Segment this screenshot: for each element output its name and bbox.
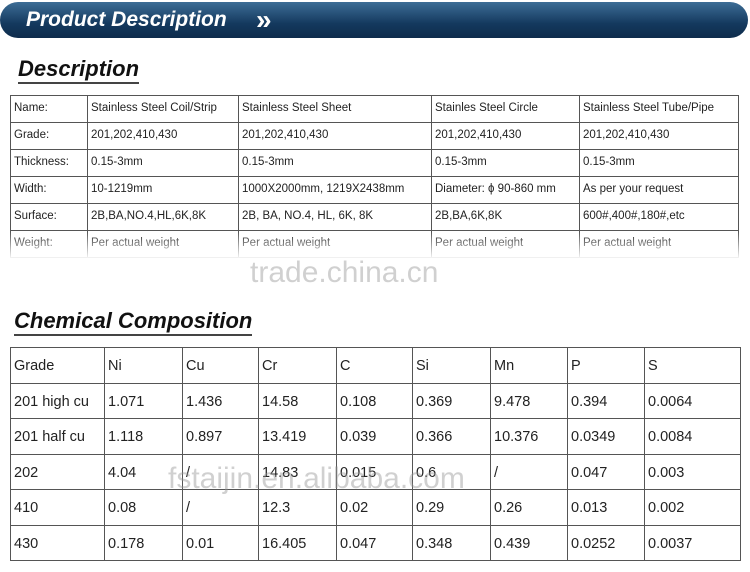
- table-cell: 0.15-3mm: [238, 149, 432, 177]
- banner-title: Product Description: [26, 8, 227, 31]
- table-cell: 2B, BA, NO.4, HL, 6K, 8K: [238, 203, 432, 231]
- table-cell: 0.369: [412, 382, 491, 419]
- table-cell: 0.047: [336, 524, 413, 561]
- table-cell: 201 high cu: [10, 382, 105, 419]
- table-cell: Cu: [182, 347, 259, 384]
- table-cell: Diameter: ϕ 90-860 mm: [431, 176, 580, 204]
- section-heading: Chemical Composition: [14, 308, 253, 336]
- table-cell: 9.478: [490, 382, 568, 419]
- table-cell: 0.439: [490, 524, 568, 561]
- table-cell: 0.013: [567, 489, 645, 526]
- table-cell: 0.6: [412, 453, 491, 490]
- table-cell: 0.366: [412, 418, 491, 455]
- table-cell: 0.015: [336, 453, 413, 490]
- table-cell: 0.0252: [567, 524, 645, 561]
- table-cell: 0.002: [644, 489, 741, 526]
- table-cell: /: [182, 453, 259, 490]
- table-cell: 0.0349: [567, 418, 645, 455]
- table-cell: 0.178: [104, 524, 183, 561]
- section-heading: Description: [18, 56, 140, 84]
- table-cell: /: [490, 453, 568, 490]
- table-cell: 16.405: [258, 524, 337, 561]
- table-cell: Stainless Steel Coil/Strip: [87, 95, 239, 123]
- table-cell: 0.394: [567, 382, 645, 419]
- table-cell: Ni: [104, 347, 183, 384]
- table-cell: 13.419: [258, 418, 337, 455]
- watermark: trade.china.cn: [250, 256, 439, 289]
- table-cell: 0.15-3mm: [431, 149, 580, 177]
- table-cell: 2B,BA,6K,8K: [431, 203, 580, 231]
- table-cell: Thickness:: [10, 149, 88, 177]
- table-cell: 202: [10, 453, 105, 490]
- table-cell: 0.26: [490, 489, 568, 526]
- table-cell: Grade:: [10, 122, 88, 150]
- table-cell: Cr: [258, 347, 337, 384]
- table-cell: 12.3: [258, 489, 337, 526]
- table-cell: Name:: [10, 95, 88, 123]
- table-cell: 0.01: [182, 524, 259, 561]
- table-cell: 0.29: [412, 489, 491, 526]
- table-cell: 0.15-3mm: [579, 149, 739, 177]
- table-cell: Stainles Steel Circle: [431, 95, 580, 123]
- table-cell: 0.348: [412, 524, 491, 561]
- table-cell: 1.118: [104, 418, 183, 455]
- table-cell: 201,202,410,430: [238, 122, 432, 150]
- table-cell: 201,202,410,430: [579, 122, 739, 150]
- table-cell: 1000X2000mm, 1219X2438mm: [238, 176, 432, 204]
- table-cell: 0.897: [182, 418, 259, 455]
- table-cell: 201,202,410,430: [87, 122, 239, 150]
- table-cell: 0.003: [644, 453, 741, 490]
- table-cell: As per your request: [579, 176, 739, 204]
- table-cell: Si: [412, 347, 491, 384]
- table-cell: 410: [10, 489, 105, 526]
- table-cell: /: [182, 489, 259, 526]
- table-cell: 201,202,410,430: [431, 122, 580, 150]
- table-cell: 2B,BA,NO.4,HL,6K,8K: [87, 203, 239, 231]
- table-cell: 0.0084: [644, 418, 741, 455]
- table-cell: Stainless Steel Tube/Pipe: [579, 95, 739, 123]
- banner: Product Description »: [0, 2, 748, 38]
- table-cell: 430: [10, 524, 105, 561]
- table-cell: 0.0037: [644, 524, 741, 561]
- table-cell: Stainless Steel Sheet: [238, 95, 432, 123]
- table-cell: 4.04: [104, 453, 183, 490]
- table-cell: Grade: [10, 347, 105, 384]
- table-cell: 14.58: [258, 382, 337, 419]
- table-cell: 10-1219mm: [87, 176, 239, 204]
- table-cell: Mn: [490, 347, 568, 384]
- banner-icon: »: [256, 4, 272, 35]
- table-cell: 0.02: [336, 489, 413, 526]
- table-cell: Width:: [10, 176, 88, 204]
- fade: [0, 232, 750, 272]
- watermark: fstaijin.en.alibaba.com: [168, 462, 465, 495]
- table-cell: 0.08: [104, 489, 183, 526]
- table-cell: 600#,400#,180#,etc: [579, 203, 739, 231]
- table-cell: 0.108: [336, 382, 413, 419]
- table-cell: 1.071: [104, 382, 183, 419]
- table-cell: 0.047: [567, 453, 645, 490]
- table-cell: 201 half cu: [10, 418, 105, 455]
- table-cell: 0.039: [336, 418, 413, 455]
- table-cell: Surface:: [10, 203, 88, 231]
- table-cell: 0.15-3mm: [87, 149, 239, 177]
- table-cell: 14.83: [258, 453, 337, 490]
- table-cell: 1.436: [182, 382, 259, 419]
- table-cell: 10.376: [490, 418, 568, 455]
- table-cell: P: [567, 347, 645, 384]
- table-cell: 0.0064: [644, 382, 741, 419]
- table-cell: C: [336, 347, 413, 384]
- table-cell: S: [644, 347, 741, 384]
